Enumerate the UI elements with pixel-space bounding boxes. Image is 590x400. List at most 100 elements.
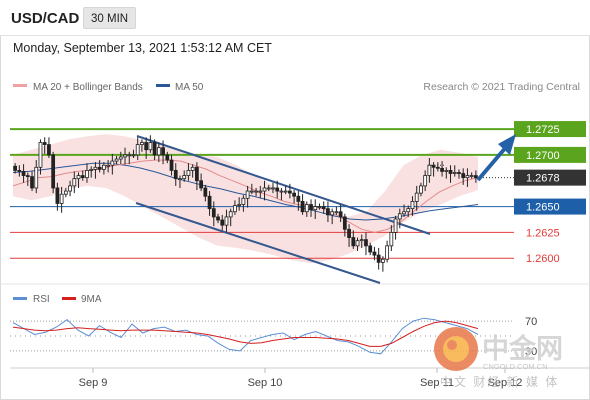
candle	[452, 165, 457, 177]
candle	[178, 175, 182, 188]
candle	[279, 187, 284, 201]
level-1-2678-label: 1.2678	[526, 173, 560, 185]
candle	[68, 180, 72, 197]
candle	[427, 158, 432, 183]
rsi-tick-30: 30	[525, 346, 537, 358]
candle	[381, 256, 385, 272]
candle	[233, 200, 237, 215]
candle	[465, 168, 470, 187]
ma50-legend-swatch	[156, 84, 170, 87]
bollinger-band-area	[13, 134, 478, 264]
candle	[220, 214, 225, 231]
candle	[296, 191, 301, 211]
candle	[474, 170, 478, 183]
candle	[173, 163, 178, 186]
timeframe-badge[interactable]: 30 MIN	[83, 7, 137, 29]
candle	[321, 201, 326, 214]
candle	[304, 201, 309, 217]
candle	[89, 166, 94, 178]
candle	[237, 197, 242, 211]
candle	[152, 139, 157, 161]
candle	[59, 186, 64, 213]
candle	[334, 206, 339, 215]
candle	[97, 160, 102, 173]
candle	[216, 213, 220, 224]
candle	[38, 139, 43, 175]
candle	[300, 194, 305, 215]
candle	[402, 204, 406, 217]
rsi-tick-70: 70	[525, 316, 537, 328]
bollinger-bands	[13, 134, 478, 264]
candle	[182, 170, 187, 182]
candle	[165, 151, 170, 164]
candle	[461, 168, 466, 185]
candle	[118, 151, 123, 165]
x-tick-label: Sep 11	[420, 377, 454, 389]
level-1-2725-label: 1.2725	[526, 124, 560, 136]
candle	[169, 154, 174, 176]
candle	[148, 135, 153, 153]
candle	[203, 184, 208, 202]
candle	[406, 205, 411, 217]
candle	[283, 185, 288, 195]
x-tick-label: Sep 9	[79, 377, 108, 389]
level-1-2600-label: 1.2600	[526, 253, 560, 265]
candle	[457, 169, 461, 179]
candle	[330, 208, 335, 225]
candle	[131, 149, 136, 158]
bullish-arrow-shaft	[476, 144, 509, 182]
candle	[47, 137, 51, 158]
level-1-2700-label: 1.2700	[526, 150, 560, 162]
cngold-watermark: 中金网 CNGOLD.COM.CN 中文 财经 新 媒 体	[434, 327, 563, 389]
candle	[317, 203, 322, 210]
candle	[135, 137, 140, 161]
rsi-legend: RSI 9MA	[13, 294, 102, 305]
candle	[25, 172, 30, 186]
candle	[359, 234, 364, 248]
candle	[186, 163, 191, 181]
candle	[13, 163, 17, 174]
candle	[241, 195, 246, 212]
timestamp: Monday, September 13, 2021 1:53:12 AM CE…	[13, 41, 272, 55]
candle	[288, 183, 292, 199]
x-tick-label: Sep 10	[248, 377, 283, 389]
candle	[144, 137, 149, 160]
candle	[469, 172, 474, 179]
candle	[376, 247, 381, 270]
candle	[17, 165, 22, 177]
x-tick-label: Sep 12	[488, 377, 523, 389]
research-credit: Research © 2021 Trading Central	[423, 81, 580, 93]
candle	[448, 165, 453, 183]
ma20-legend-swatch	[13, 84, 27, 87]
level-1-2725-tag	[514, 121, 586, 138]
candle	[435, 162, 440, 172]
candle	[102, 162, 106, 175]
candle	[85, 163, 89, 183]
candle	[224, 209, 229, 233]
candle	[245, 185, 250, 208]
candle	[228, 208, 233, 227]
candle	[156, 142, 161, 163]
candle	[254, 187, 258, 197]
watermark-brand: 中金网	[482, 333, 563, 364]
candle	[326, 201, 330, 223]
candle	[313, 199, 318, 219]
rsi-ma-legend-swatch	[62, 297, 76, 300]
downtrend-channel	[135, 135, 431, 284]
level-1-2650-tag	[514, 198, 586, 215]
candle	[419, 182, 423, 197]
candle	[207, 191, 212, 216]
level-1-2678-tag	[514, 169, 586, 186]
candle	[338, 204, 343, 223]
candle	[127, 151, 132, 165]
ma20-legend-label: MA 20 + Bollinger Bands	[33, 82, 143, 93]
candle	[275, 180, 280, 199]
bullish-arrow-icon	[498, 134, 516, 155]
candle	[42, 137, 47, 154]
candle	[211, 201, 216, 227]
rsi-ma-line	[12, 320, 479, 347]
candle	[106, 160, 110, 173]
candle	[199, 173, 203, 192]
candle	[389, 225, 394, 251]
candle	[355, 237, 360, 251]
